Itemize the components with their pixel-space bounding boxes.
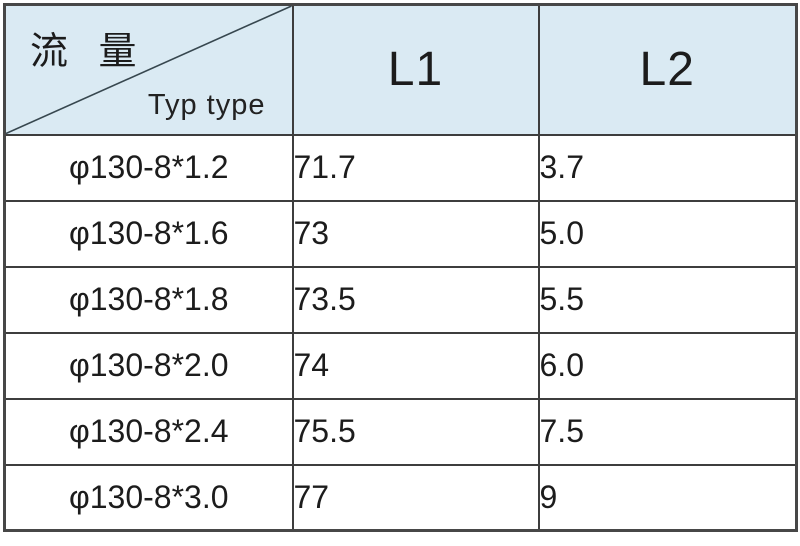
cell-type: φ130-8*1.2 — [3, 133, 294, 202]
flow-label: 流 量 — [30, 31, 147, 73]
cell-l2: 6.0 — [537, 331, 798, 400]
cell-l2: 7.5 — [537, 397, 798, 466]
table-row: φ130-8*3.0 77 9 — [3, 463, 798, 532]
col-header-l1: L1 — [291, 3, 540, 136]
cell-type: φ130-8*1.8 — [3, 265, 294, 334]
table-row: φ130-8*2.4 75.5 7.5 — [3, 397, 798, 466]
spec-table: 流 量 Typ type L1 L2 φ130-8*1.2 71.7 3.7 φ… — [3, 3, 798, 532]
cell-l2: 3.7 — [537, 133, 798, 202]
corner-cell: 流 量 Typ type — [3, 3, 294, 136]
cell-type: φ130-8*3.0 — [3, 463, 294, 532]
cell-l1: 77 — [291, 463, 540, 532]
cell-type: φ130-8*2.4 — [3, 397, 294, 466]
cell-l1: 74 — [291, 331, 540, 400]
cell-l2: 5.5 — [537, 265, 798, 334]
typ-type-label: Typ type — [147, 88, 266, 121]
diagonal-line — [6, 6, 292, 134]
header-row: 流 量 Typ type L1 L2 — [3, 3, 798, 136]
table-row: φ130-8*2.0 74 6.0 — [3, 331, 798, 400]
table-row: φ130-8*1.8 73.5 5.5 — [3, 265, 798, 334]
cell-l1: 75.5 — [291, 397, 540, 466]
cell-type: φ130-8*2.0 — [3, 331, 294, 400]
cell-type: φ130-8*1.6 — [3, 199, 294, 268]
table-row: φ130-8*1.6 73 5.0 — [3, 199, 798, 268]
cell-l1: 71.7 — [291, 133, 540, 202]
cell-l1: 73.5 — [291, 265, 540, 334]
cell-l1: 73 — [291, 199, 540, 268]
cell-l2: 9 — [537, 463, 798, 532]
col-header-l2: L2 — [537, 3, 798, 136]
cell-l2: 5.0 — [537, 199, 798, 268]
table-row: φ130-8*1.2 71.7 3.7 — [3, 133, 798, 202]
